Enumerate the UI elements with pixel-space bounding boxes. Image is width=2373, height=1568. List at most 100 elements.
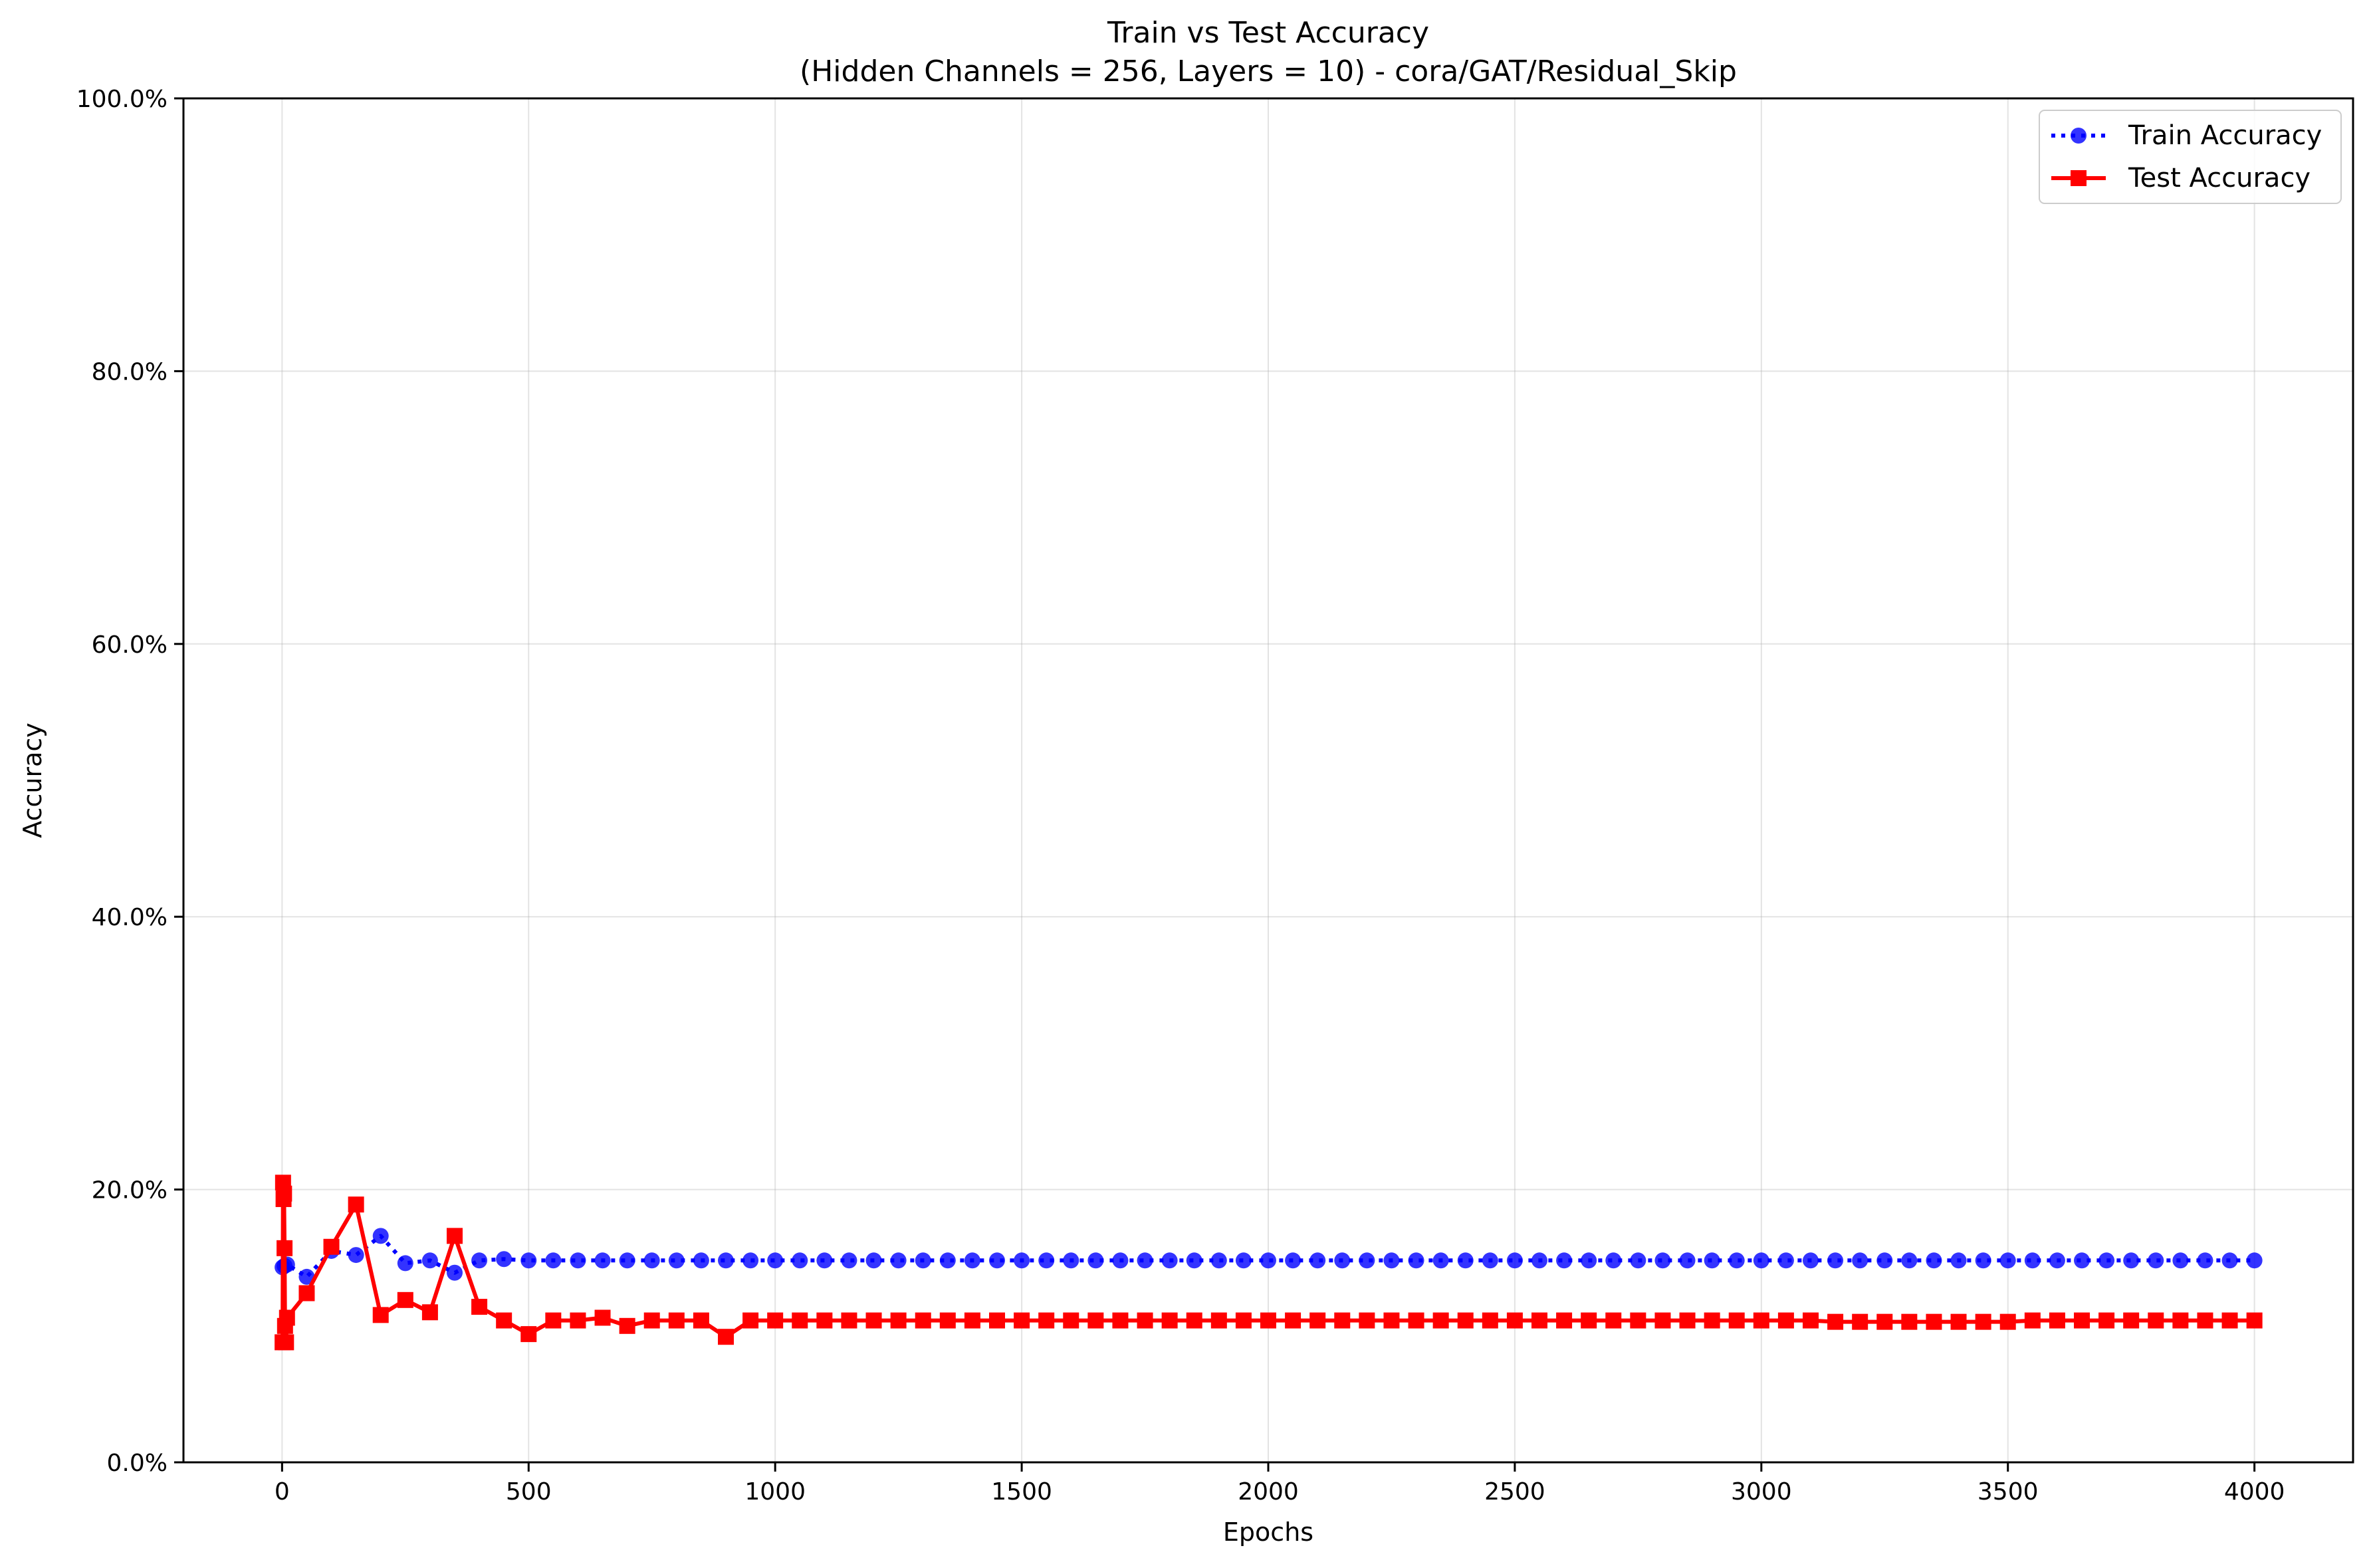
data-point bbox=[2049, 1252, 2065, 1269]
data-point bbox=[1556, 1312, 1573, 1329]
data-point bbox=[1383, 1312, 1400, 1329]
data-point bbox=[1408, 1252, 1424, 1269]
data-point bbox=[1038, 1252, 1055, 1269]
data-point bbox=[1210, 1312, 1227, 1329]
x-tick-label: 2000 bbox=[1238, 1478, 1299, 1506]
data-point bbox=[1556, 1252, 1573, 1269]
x-tick-label: 1000 bbox=[744, 1478, 806, 1506]
x-tick-label: 4000 bbox=[2224, 1478, 2285, 1506]
data-point bbox=[1630, 1312, 1646, 1329]
data-point bbox=[1506, 1312, 1523, 1329]
data-point bbox=[1654, 1312, 1671, 1329]
data-point bbox=[1950, 1313, 1967, 1330]
data-point bbox=[447, 1228, 463, 1244]
data-point bbox=[668, 1252, 685, 1269]
data-point bbox=[890, 1312, 907, 1329]
data-point bbox=[816, 1252, 833, 1269]
y-tick-label: 20.0% bbox=[92, 1177, 168, 1204]
data-point bbox=[1704, 1252, 1720, 1269]
data-point bbox=[372, 1307, 389, 1323]
data-point bbox=[397, 1255, 413, 1272]
data-point bbox=[1852, 1252, 1868, 1269]
data-point bbox=[348, 1196, 364, 1213]
x-tick-label: 3500 bbox=[1978, 1478, 2039, 1506]
data-point bbox=[1950, 1252, 1967, 1269]
data-point bbox=[2049, 1312, 2065, 1329]
data-point bbox=[2074, 1312, 2090, 1329]
data-point bbox=[2098, 1312, 2115, 1329]
data-point bbox=[298, 1268, 315, 1285]
data-point bbox=[2246, 1312, 2263, 1329]
data-point bbox=[447, 1264, 463, 1281]
y-tick-label: 80.0% bbox=[92, 358, 168, 386]
data-point bbox=[545, 1252, 562, 1269]
data-point bbox=[1087, 1312, 1104, 1329]
data-point bbox=[767, 1312, 784, 1329]
data-point bbox=[1728, 1252, 1745, 1269]
data-point bbox=[816, 1312, 833, 1329]
data-point bbox=[1186, 1252, 1202, 1269]
data-point bbox=[1235, 1312, 1252, 1329]
data-point bbox=[619, 1252, 635, 1269]
data-point bbox=[1852, 1313, 1868, 1330]
data-point bbox=[1235, 1252, 1252, 1269]
data-point bbox=[2197, 1312, 2213, 1329]
data-point bbox=[1334, 1312, 1351, 1329]
grid-lines bbox=[183, 98, 2353, 1463]
data-point bbox=[668, 1312, 685, 1329]
data-point bbox=[1457, 1312, 1474, 1329]
data-point bbox=[2221, 1252, 2238, 1269]
data-point bbox=[1605, 1312, 1622, 1329]
series-layer bbox=[275, 1175, 2263, 1351]
data-point bbox=[1728, 1312, 1745, 1329]
data-point bbox=[1704, 1312, 1720, 1329]
data-point bbox=[1803, 1252, 1819, 1269]
data-point bbox=[421, 1304, 438, 1321]
data-point bbox=[2148, 1312, 2164, 1329]
data-point bbox=[1506, 1252, 1523, 1269]
data-point bbox=[496, 1251, 512, 1268]
data-point bbox=[1309, 1252, 1326, 1269]
chart-title: Train vs Test Accuracy bbox=[1107, 16, 1429, 50]
data-point bbox=[1137, 1252, 1153, 1269]
data-point bbox=[1605, 1252, 1622, 1269]
data-point bbox=[1334, 1252, 1351, 1269]
y-tick-label: 0.0% bbox=[107, 1450, 168, 1477]
data-point bbox=[1482, 1312, 1498, 1329]
data-point bbox=[1457, 1252, 1474, 1269]
data-point bbox=[1087, 1252, 1104, 1269]
legend-box bbox=[2039, 110, 2342, 204]
data-point bbox=[1432, 1252, 1449, 1269]
data-point bbox=[2024, 1312, 2041, 1329]
data-point bbox=[298, 1285, 315, 1301]
data-point bbox=[471, 1252, 488, 1269]
data-point bbox=[421, 1252, 438, 1269]
data-point bbox=[619, 1317, 635, 1334]
data-point bbox=[693, 1312, 709, 1329]
data-point bbox=[2172, 1312, 2189, 1329]
data-point bbox=[1161, 1312, 1178, 1329]
data-point bbox=[1285, 1252, 1301, 1269]
data-point bbox=[1285, 1312, 1301, 1329]
data-point bbox=[1531, 1252, 1547, 1269]
data-point bbox=[792, 1312, 808, 1329]
data-point bbox=[2074, 1252, 2090, 1269]
data-point bbox=[323, 1238, 340, 1255]
y-tick-label: 40.0% bbox=[92, 904, 168, 931]
data-point bbox=[1432, 1312, 1449, 1329]
data-point bbox=[2098, 1252, 2115, 1269]
data-point bbox=[865, 1252, 882, 1269]
data-point bbox=[1975, 1313, 1991, 1330]
data-point bbox=[1014, 1252, 1030, 1269]
series-test-accuracy bbox=[275, 1175, 2263, 1351]
data-point bbox=[570, 1312, 586, 1329]
data-point bbox=[939, 1252, 956, 1269]
data-point bbox=[1975, 1252, 1991, 1269]
data-point bbox=[1926, 1252, 1942, 1269]
x-tick-label: 0 bbox=[275, 1478, 290, 1506]
y-axis-label: Accuracy bbox=[18, 723, 47, 838]
data-point bbox=[1260, 1312, 1276, 1329]
data-point bbox=[1260, 1252, 1276, 1269]
